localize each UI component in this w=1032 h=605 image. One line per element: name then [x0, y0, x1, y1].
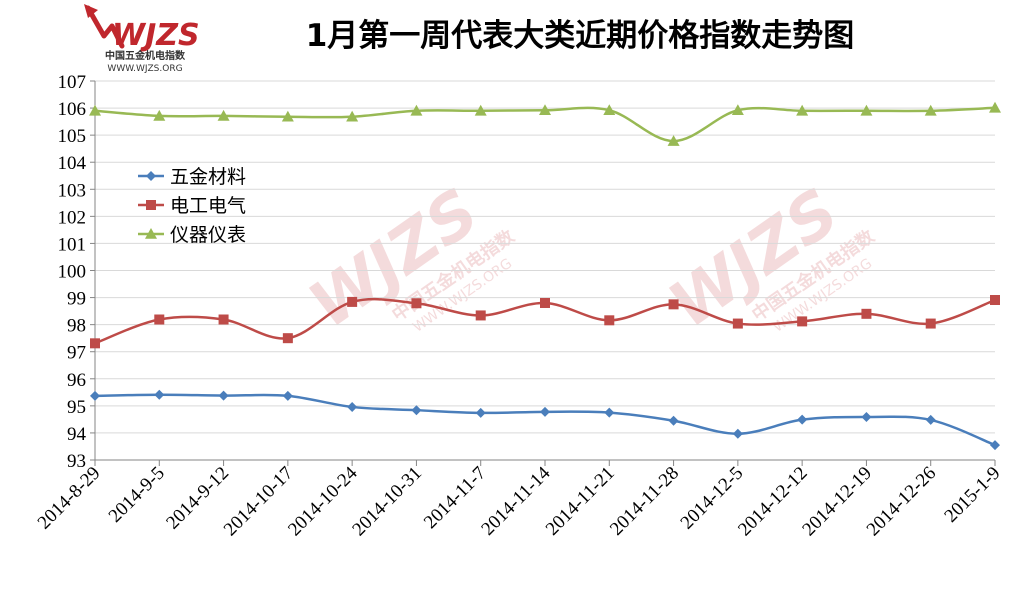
x-axis-ticks: 2014-8-29 2014-9-52014-9-122014-10-172014… [34, 460, 1005, 540]
data-point [861, 308, 872, 319]
data-point [604, 315, 615, 326]
chart-title: 1月第一周代表大类近期价格指数走势图 [306, 18, 855, 54]
data-point [540, 406, 550, 417]
data-point [860, 104, 873, 116]
legend-label: 电工电气 [170, 195, 246, 217]
data-point [347, 296, 358, 307]
data-point [154, 389, 165, 400]
y-tick-label: 102 [58, 207, 87, 228]
series-3 [89, 101, 1001, 146]
data-point [732, 318, 743, 329]
data-point [668, 415, 679, 426]
y-tick-label: 95 [67, 397, 86, 418]
x-tick-label: 2014-10-31 [348, 463, 426, 541]
data-point [346, 110, 359, 122]
x-tick-label: 2014-10-17 [220, 463, 298, 541]
data-point [347, 401, 358, 412]
legend-item-3: 仪器仪表 [138, 224, 246, 246]
data-point [990, 295, 1000, 306]
data-point [990, 440, 1000, 451]
y-tick-label: 99 [67, 289, 86, 310]
data-point [668, 299, 679, 310]
wjzs-logo: WJZS 中国五金机电指数 WWW.WJZS.ORG [84, 4, 200, 74]
series-group [89, 101, 1001, 451]
series-line [94, 393, 996, 447]
y-tick-label: 93 [67, 451, 86, 472]
gridlines [95, 80, 995, 461]
y-tick-label: 94 [67, 424, 87, 445]
data-point [474, 104, 487, 116]
logo-arrowhead-icon [84, 4, 98, 18]
legend-label: 五金材料 [170, 166, 246, 188]
x-tick-label: 2014-12-12 [734, 463, 812, 541]
data-point [732, 428, 743, 439]
x-tick-label: 2014-11-21 [542, 463, 619, 540]
y-tick-label: 100 [58, 262, 87, 283]
legend-label: 仪器仪表 [170, 224, 246, 246]
data-point [475, 407, 486, 418]
series-1 [90, 389, 1000, 451]
x-tick-label: 2014-12-19 [798, 463, 876, 541]
x-tick-label: 2015-1-9 [940, 463, 1004, 527]
y-tick-label: 104 [58, 153, 87, 174]
legend-item-2: 电工电气 [138, 195, 246, 217]
logo-url-text: WWW.WJZS.ORG [107, 64, 182, 74]
data-point [410, 104, 423, 116]
data-point [797, 316, 808, 327]
data-point [217, 109, 230, 121]
data-point [90, 390, 100, 401]
logo-cn-text: 中国五金机电指数 [105, 49, 186, 62]
y-tick-label: 98 [67, 316, 86, 337]
data-point [475, 310, 486, 321]
data-point [861, 411, 872, 422]
logo-mark: WJZS [112, 18, 200, 53]
logo-arrow-icon [85, 5, 125, 49]
data-point [154, 314, 165, 325]
data-point [604, 407, 615, 418]
legend-swatch-marker [146, 171, 156, 181]
y-tick-label: 107 [58, 72, 87, 93]
data-point [282, 333, 293, 344]
data-point [924, 104, 937, 116]
data-point [411, 298, 422, 309]
data-point [731, 104, 744, 116]
data-point [540, 297, 550, 308]
data-point [89, 104, 101, 116]
y-tick-label: 103 [58, 180, 87, 201]
legend-swatch-marker [145, 228, 157, 239]
x-tick-label: 2014-12-26 [863, 463, 941, 541]
data-point [218, 314, 229, 325]
x-tick-label: 2014-11-28 [606, 463, 683, 540]
data-point [797, 414, 808, 425]
data-point [90, 338, 100, 349]
y-tick-label: 106 [58, 99, 87, 120]
data-point [603, 104, 616, 116]
data-point [925, 414, 936, 425]
x-tick-label: 2014-9-5 [105, 463, 169, 527]
data-point [411, 405, 422, 416]
y-axis-ticks: 93 94 95 96 97 98 99 100 101 102 103 104 105 106 107 [58, 72, 95, 472]
y-tick-label: 101 [58, 234, 87, 255]
data-point [796, 104, 809, 116]
y-tick-label: 105 [58, 126, 87, 147]
x-tick-label: 2014-8-29 [34, 463, 105, 534]
data-point [925, 318, 936, 329]
y-tick-label: 97 [67, 343, 86, 364]
x-tick-label: 2014-11-14 [477, 462, 554, 539]
data-point [281, 110, 294, 122]
y-tick-label: 96 [67, 370, 86, 391]
data-point [153, 109, 166, 121]
legend-swatch-marker [146, 200, 156, 210]
series-2 [90, 295, 1000, 349]
data-point [667, 135, 680, 146]
data-point [539, 104, 551, 116]
data-point [282, 390, 293, 401]
data-point [218, 390, 229, 401]
legend-item-1: 五金材料 [138, 166, 246, 188]
data-point [989, 101, 1001, 113]
